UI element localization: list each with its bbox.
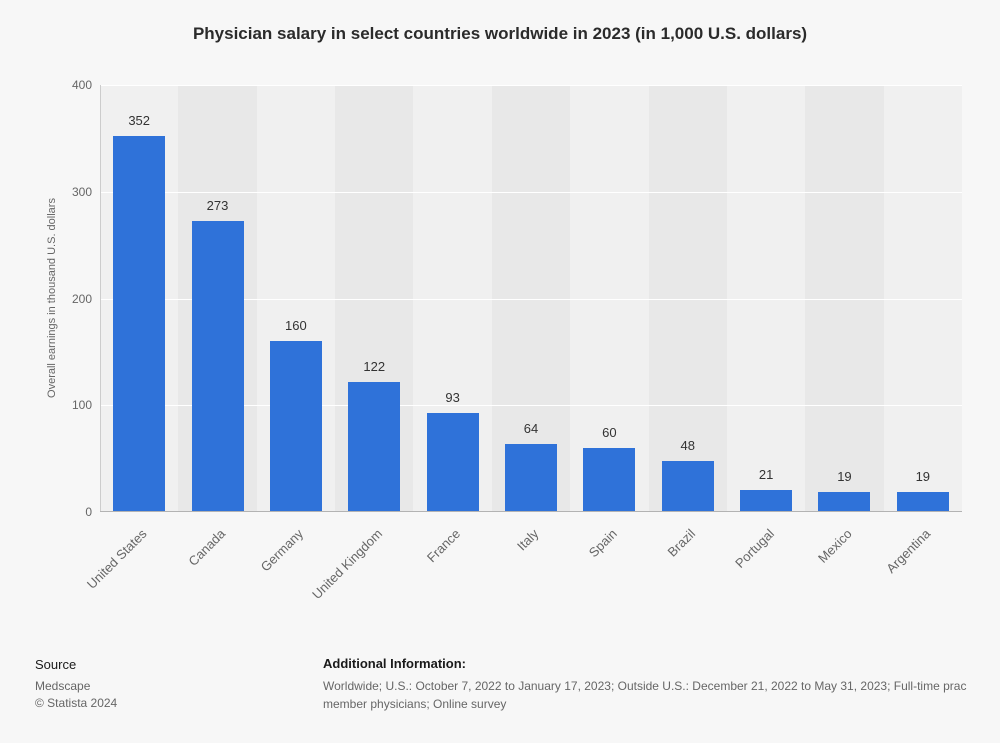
bar-germany <box>269 341 322 512</box>
source-name: Medscape <box>35 679 91 693</box>
bar-spain <box>583 447 636 512</box>
y-tick-label-100: 100 <box>71 398 92 413</box>
bar-value-label: 273 <box>206 197 229 213</box>
x-axis-label: Canada <box>185 526 229 569</box>
bar-value-label: 122 <box>363 358 386 374</box>
bar-portugal <box>740 489 793 512</box>
bar-chart-plot-area: 352 United States 273 Canada 160 Germany 122 Un… <box>84 85 962 602</box>
gridline-400 <box>100 85 962 86</box>
x-axis-label: United States <box>84 526 150 592</box>
x-axis-label: Italy <box>514 526 542 554</box>
bar-value-label: 19 <box>915 468 931 484</box>
x-axis-label: United Kingdom <box>308 526 385 603</box>
x-axis-label: Germany <box>258 526 307 575</box>
bar-value-label: 21 <box>758 466 774 482</box>
bar-value-label: 93 <box>445 389 460 405</box>
bar-brazil <box>661 460 714 512</box>
bar-value-label: 60 <box>602 424 617 440</box>
y-tick-label-0: 0 <box>85 505 92 519</box>
x-axis-label: France <box>424 526 464 566</box>
additional-information-label: Additional Information: <box>323 656 466 671</box>
gridline-100 <box>100 405 962 407</box>
y-tick-label-300: 300 <box>71 184 92 199</box>
bar-value-label: 160 <box>285 318 307 334</box>
bar-canada <box>191 220 244 512</box>
bar-argentina <box>896 491 949 512</box>
y-tick-label-400: 400 <box>71 78 92 92</box>
bar-italy <box>504 443 557 512</box>
additional-information-block: Additional Information: Worldwide; U.S.:… <box>323 656 1000 715</box>
copyright-notice: © Statista 2024 <box>35 696 118 710</box>
source-label: Source <box>35 657 77 672</box>
bar-mexico <box>818 491 871 512</box>
source-block: Source Medscape © Statista 2024 <box>35 657 117 713</box>
additional-information-line2: member physicians; Online survey <box>323 697 507 711</box>
bar-value-label: 352 <box>128 113 151 129</box>
y-axis-ticks: 0 100 200 300 400 <box>0 78 92 519</box>
x-axis-label: Argentina <box>883 526 934 576</box>
y-tick-label-200: 200 <box>71 291 92 306</box>
gridline-300 <box>100 191 962 193</box>
chart-title: Physician salary in select countries wor… <box>192 24 808 43</box>
x-axis-label: Spain <box>585 526 620 561</box>
bar-united-states <box>113 136 166 512</box>
bar-united-kingdom <box>348 381 401 512</box>
y-axis-line <box>100 85 101 512</box>
bar-france <box>426 412 479 512</box>
x-axis-label: Brazil <box>664 526 699 560</box>
x-axis-baseline <box>100 511 962 512</box>
bar-value-label: 19 <box>837 468 852 484</box>
gridline-200 <box>100 298 962 300</box>
x-axis-label: Portugal <box>731 526 777 571</box>
x-axis-label: Mexico <box>815 526 856 566</box>
bar-value-label: 48 <box>680 437 695 453</box>
bar-value-label: 64 <box>523 420 539 436</box>
additional-information-line1: Worldwide; U.S.: October 7, 2022 to Janu… <box>323 679 967 693</box>
